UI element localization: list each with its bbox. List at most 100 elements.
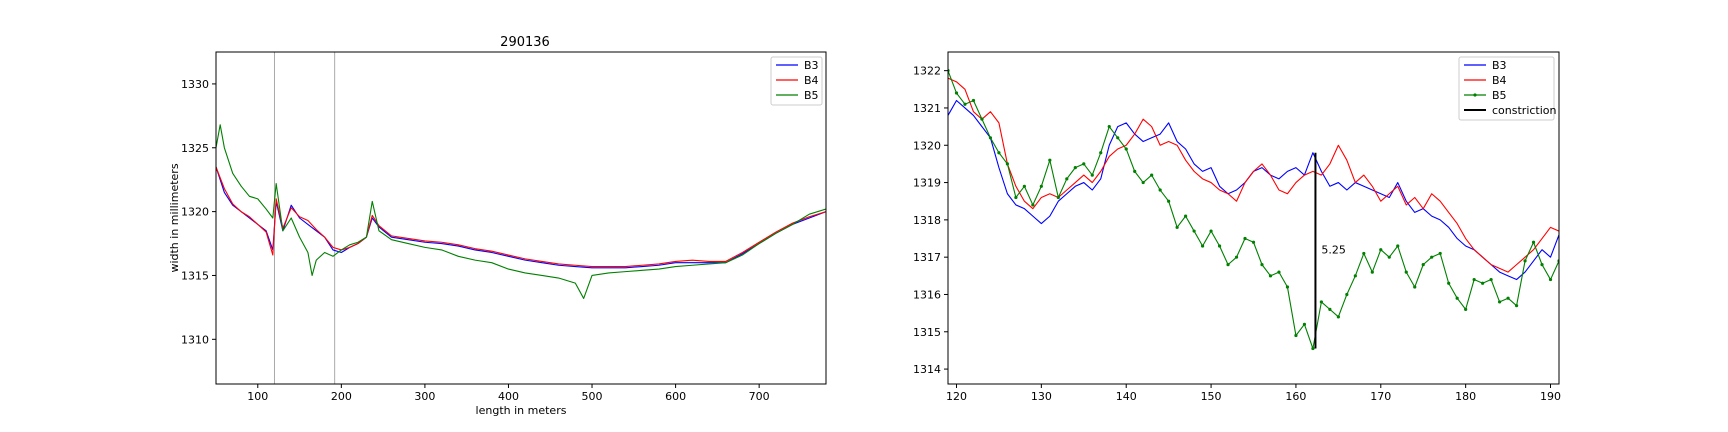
chart-2-series-b5-point [1319, 300, 1323, 304]
chart-2-series-b5-point [1285, 285, 1290, 289]
chart-2-series-b5-point [1014, 195, 1018, 200]
chart-1-legend-label-b4: B4 [804, 74, 819, 87]
chart-2-xtick-label: 170 [1370, 390, 1391, 403]
chart-2-ytick-label: 1321 [913, 102, 941, 115]
chart-2-legend-box [1458, 56, 1555, 121]
chart-2-series-b5-point [1082, 162, 1086, 166]
chart-2-ticks: 120 130 140 150 160 170 180 190 1314 1315 1316 1317… [913, 65, 1561, 403]
chart-2-series-b5-point [1158, 188, 1162, 192]
chart-2-series-b5-point [1268, 274, 1273, 278]
chart-1-title: 290136 [500, 35, 550, 50]
chart-2-series-b5-point [1413, 285, 1417, 289]
chart-2-ytick-label: 1316 [913, 288, 941, 301]
chart-2-xtick-label: 130 [1031, 390, 1052, 403]
chart-2-legend-label-b3: B3 [1492, 59, 1507, 72]
chart-2-series-b5-point [1277, 270, 1281, 274]
chart-2-series-b5-point [954, 91, 959, 95]
chart-2-series-b5-point [1048, 158, 1052, 162]
chart-2-series-b5-point [1251, 240, 1256, 244]
chart-2-series-b5-point [1167, 199, 1171, 203]
chart-1-ylabel: width in millimeters [168, 163, 181, 272]
chart-2-ytick-label: 1314 [913, 363, 941, 376]
chart-2-xtick-label: 120 [946, 390, 967, 403]
chart-2-series-b5-point [1353, 274, 1357, 278]
chart-2-xtick-label: 180 [1455, 390, 1476, 403]
chart-2-series-b5-point [1336, 315, 1340, 319]
chart-2-series-b5-point [1404, 270, 1408, 274]
chart-1-series-group [216, 52, 826, 384]
chart-2-xtick-label: 150 [1201, 390, 1222, 403]
chart-2-series-b5-point [1150, 173, 1154, 177]
chart-2-series-b5-point [1039, 184, 1043, 188]
chart-2-series-b5-point [1056, 195, 1060, 200]
chart-2-series-b5-point [1302, 322, 1307, 326]
chart-2-ytick-label: 1318 [913, 214, 941, 227]
chart-1-ytick-label: 1320 [181, 206, 209, 219]
chart-2-series-b5-point [1540, 263, 1544, 267]
chart-2-ytick-label: 1320 [913, 139, 941, 152]
chart-2: 5.25 120 130 140 150 160 170 180 190 1314 1315 131… [913, 51, 1561, 403]
chart-1-ticks: 100 200 300 400 500 600 700 1310 1315 1320 1325 133… [181, 78, 770, 403]
chart-2-series-b5-point [1506, 296, 1510, 300]
chart-2-ytick-label: 1322 [913, 65, 941, 78]
chart-2-series-b5-point [1430, 255, 1434, 259]
chart-1-xtick-label: 500 [582, 390, 603, 403]
chart-2-series-b5-point [1345, 292, 1349, 297]
chart-2-series-b5-point [988, 136, 993, 140]
chart-2-series-b5-point [1455, 296, 1459, 300]
chart-2-frame [947, 51, 1560, 385]
chart-1-series-b5-line [216, 124, 826, 300]
chart-2-series-b5-point [1099, 151, 1103, 155]
chart-2-series-b5-point [1124, 147, 1128, 151]
chart-2-series-b5-point [1311, 346, 1315, 351]
chart-2-xtick-label: 160 [1285, 390, 1306, 403]
chart-2-series-b5-point [1226, 263, 1230, 267]
chart-1-ytick-label: 1330 [181, 78, 209, 91]
chart-2-series-b5-point [1362, 251, 1366, 256]
chart-1-ytick-label: 1310 [181, 333, 209, 346]
chart-2-series-b5-point [971, 98, 976, 103]
chart-2-series-b5-point [1294, 333, 1298, 338]
chart-2-series-b5-point [1073, 166, 1077, 170]
chart-2-xtick-label: 190 [1540, 390, 1561, 403]
chart-2-legend-label-b5: B5 [1492, 89, 1507, 102]
chart-2-series-b5-point [1184, 214, 1188, 218]
chart-1-ytick-label: 1315 [181, 269, 209, 282]
chart-2-series-b5-point [1005, 162, 1010, 166]
chart-2-series-b5-point [1472, 277, 1476, 282]
chart-2-series-b5-point [1234, 255, 1239, 259]
chart-2-series-b5-point [1531, 240, 1536, 244]
chart-1-xlabel: length in meters [476, 404, 567, 417]
chart-2-series-b5-point [1022, 184, 1026, 188]
chart-2-series-b5-point [1243, 236, 1247, 241]
chart-1-xtick-label: 300 [414, 390, 435, 403]
chart-2-series-b5-point [1489, 277, 1493, 282]
chart-2-series-b5-point [1396, 244, 1400, 248]
chart-1-legend-box [770, 56, 823, 106]
chart-2-series-b5-point [1421, 263, 1425, 267]
chart-2-ytick-label: 1317 [913, 251, 941, 264]
chart-2-series-b5-point [1031, 203, 1035, 207]
chart-1-xtick-label: 600 [665, 390, 686, 403]
chart-2-series-b5-point [1523, 259, 1527, 263]
chart-2-series-b5-point [1175, 225, 1179, 229]
chart-1: 290136 100 200 300 400 500 600 700 1310 1315 1320… [168, 35, 827, 417]
chart-2-plot-area: 5.25 [948, 69, 1559, 351]
chart-1-xtick-label: 200 [331, 390, 352, 403]
chart-2-legend-label-b4: B4 [1492, 74, 1507, 87]
chart-2-series-b5-point [1217, 244, 1222, 248]
chart-1-series-b4-line [216, 166, 826, 268]
chart-2-series-b5-point [1260, 263, 1264, 267]
chart-1-xtick-label: 400 [498, 390, 519, 403]
chart-2-series-b5-point [1328, 307, 1332, 311]
chart-2-series-b5-point [1090, 173, 1094, 177]
chart-1-xtick-label: 100 [247, 390, 268, 403]
chart-2-ytick-label: 1319 [913, 177, 941, 190]
chart-2-series-b5-point [980, 117, 984, 121]
chart-2-series-b5-point [1065, 177, 1069, 181]
chart-2-ytick-label: 1315 [913, 326, 941, 339]
chart-2-series-b5-point [1141, 180, 1145, 185]
chart-2-series-b5-point [1464, 307, 1468, 311]
chart-2-series-b5-point [1116, 136, 1120, 140]
